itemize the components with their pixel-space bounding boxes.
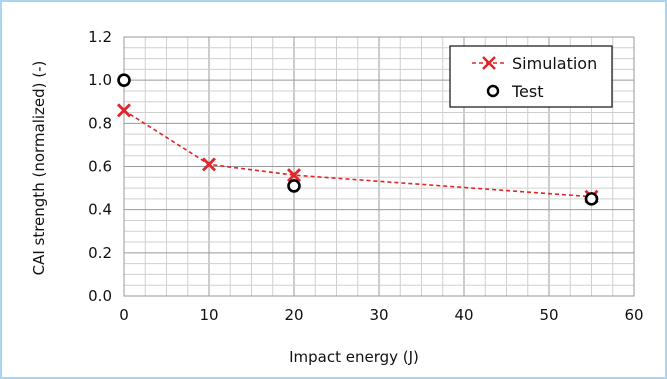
x-tick-label: 50	[539, 306, 558, 324]
simulation-point	[202, 157, 216, 172]
x-tick-label: 10	[199, 306, 218, 324]
y-axis-label: CAI strength (normalized) (-)	[30, 61, 48, 276]
legend-box	[449, 45, 613, 108]
simulation-line	[123, 109, 592, 198]
x-tick-label: 40	[454, 306, 473, 324]
y-tick-labels: 0.0 0.2 0.4 0.6 0.8 1.0 1.2	[88, 28, 112, 305]
test-point	[287, 179, 301, 193]
y-tick-label: 0.4	[88, 201, 112, 219]
y-tick-label: 1.0	[88, 71, 112, 89]
x-tick-label: 20	[284, 306, 303, 324]
legend-simulation-label: Simulation	[512, 54, 597, 73]
x-tick-label: 0	[119, 306, 129, 324]
series-test	[117, 73, 599, 206]
series	[117, 73, 599, 206]
test-point	[117, 73, 131, 87]
x-tick-label: 30	[369, 306, 388, 324]
x-tick-label: 60	[624, 306, 643, 324]
legend-test-marker	[486, 84, 500, 98]
y-tick-label: 0.2	[88, 244, 112, 262]
y-tick-label: 1.2	[88, 28, 112, 46]
simulation-point	[287, 168, 301, 183]
y-tick-label: 0.8	[88, 114, 112, 132]
legend-simulation-marker	[482, 56, 496, 70]
x-tick-labels: 0 10 20 30 40 50 60	[119, 306, 643, 324]
legend: Simulation Test	[449, 45, 613, 108]
y-tick-label: 0.0	[88, 287, 112, 305]
simulation-point	[117, 103, 131, 118]
y-tick-label: 0.6	[88, 158, 112, 176]
test-point	[584, 192, 599, 206]
plot-border	[123, 36, 635, 297]
legend-test-label: Test	[511, 82, 544, 101]
x-axis-label: Impact energy (J)	[289, 348, 419, 366]
